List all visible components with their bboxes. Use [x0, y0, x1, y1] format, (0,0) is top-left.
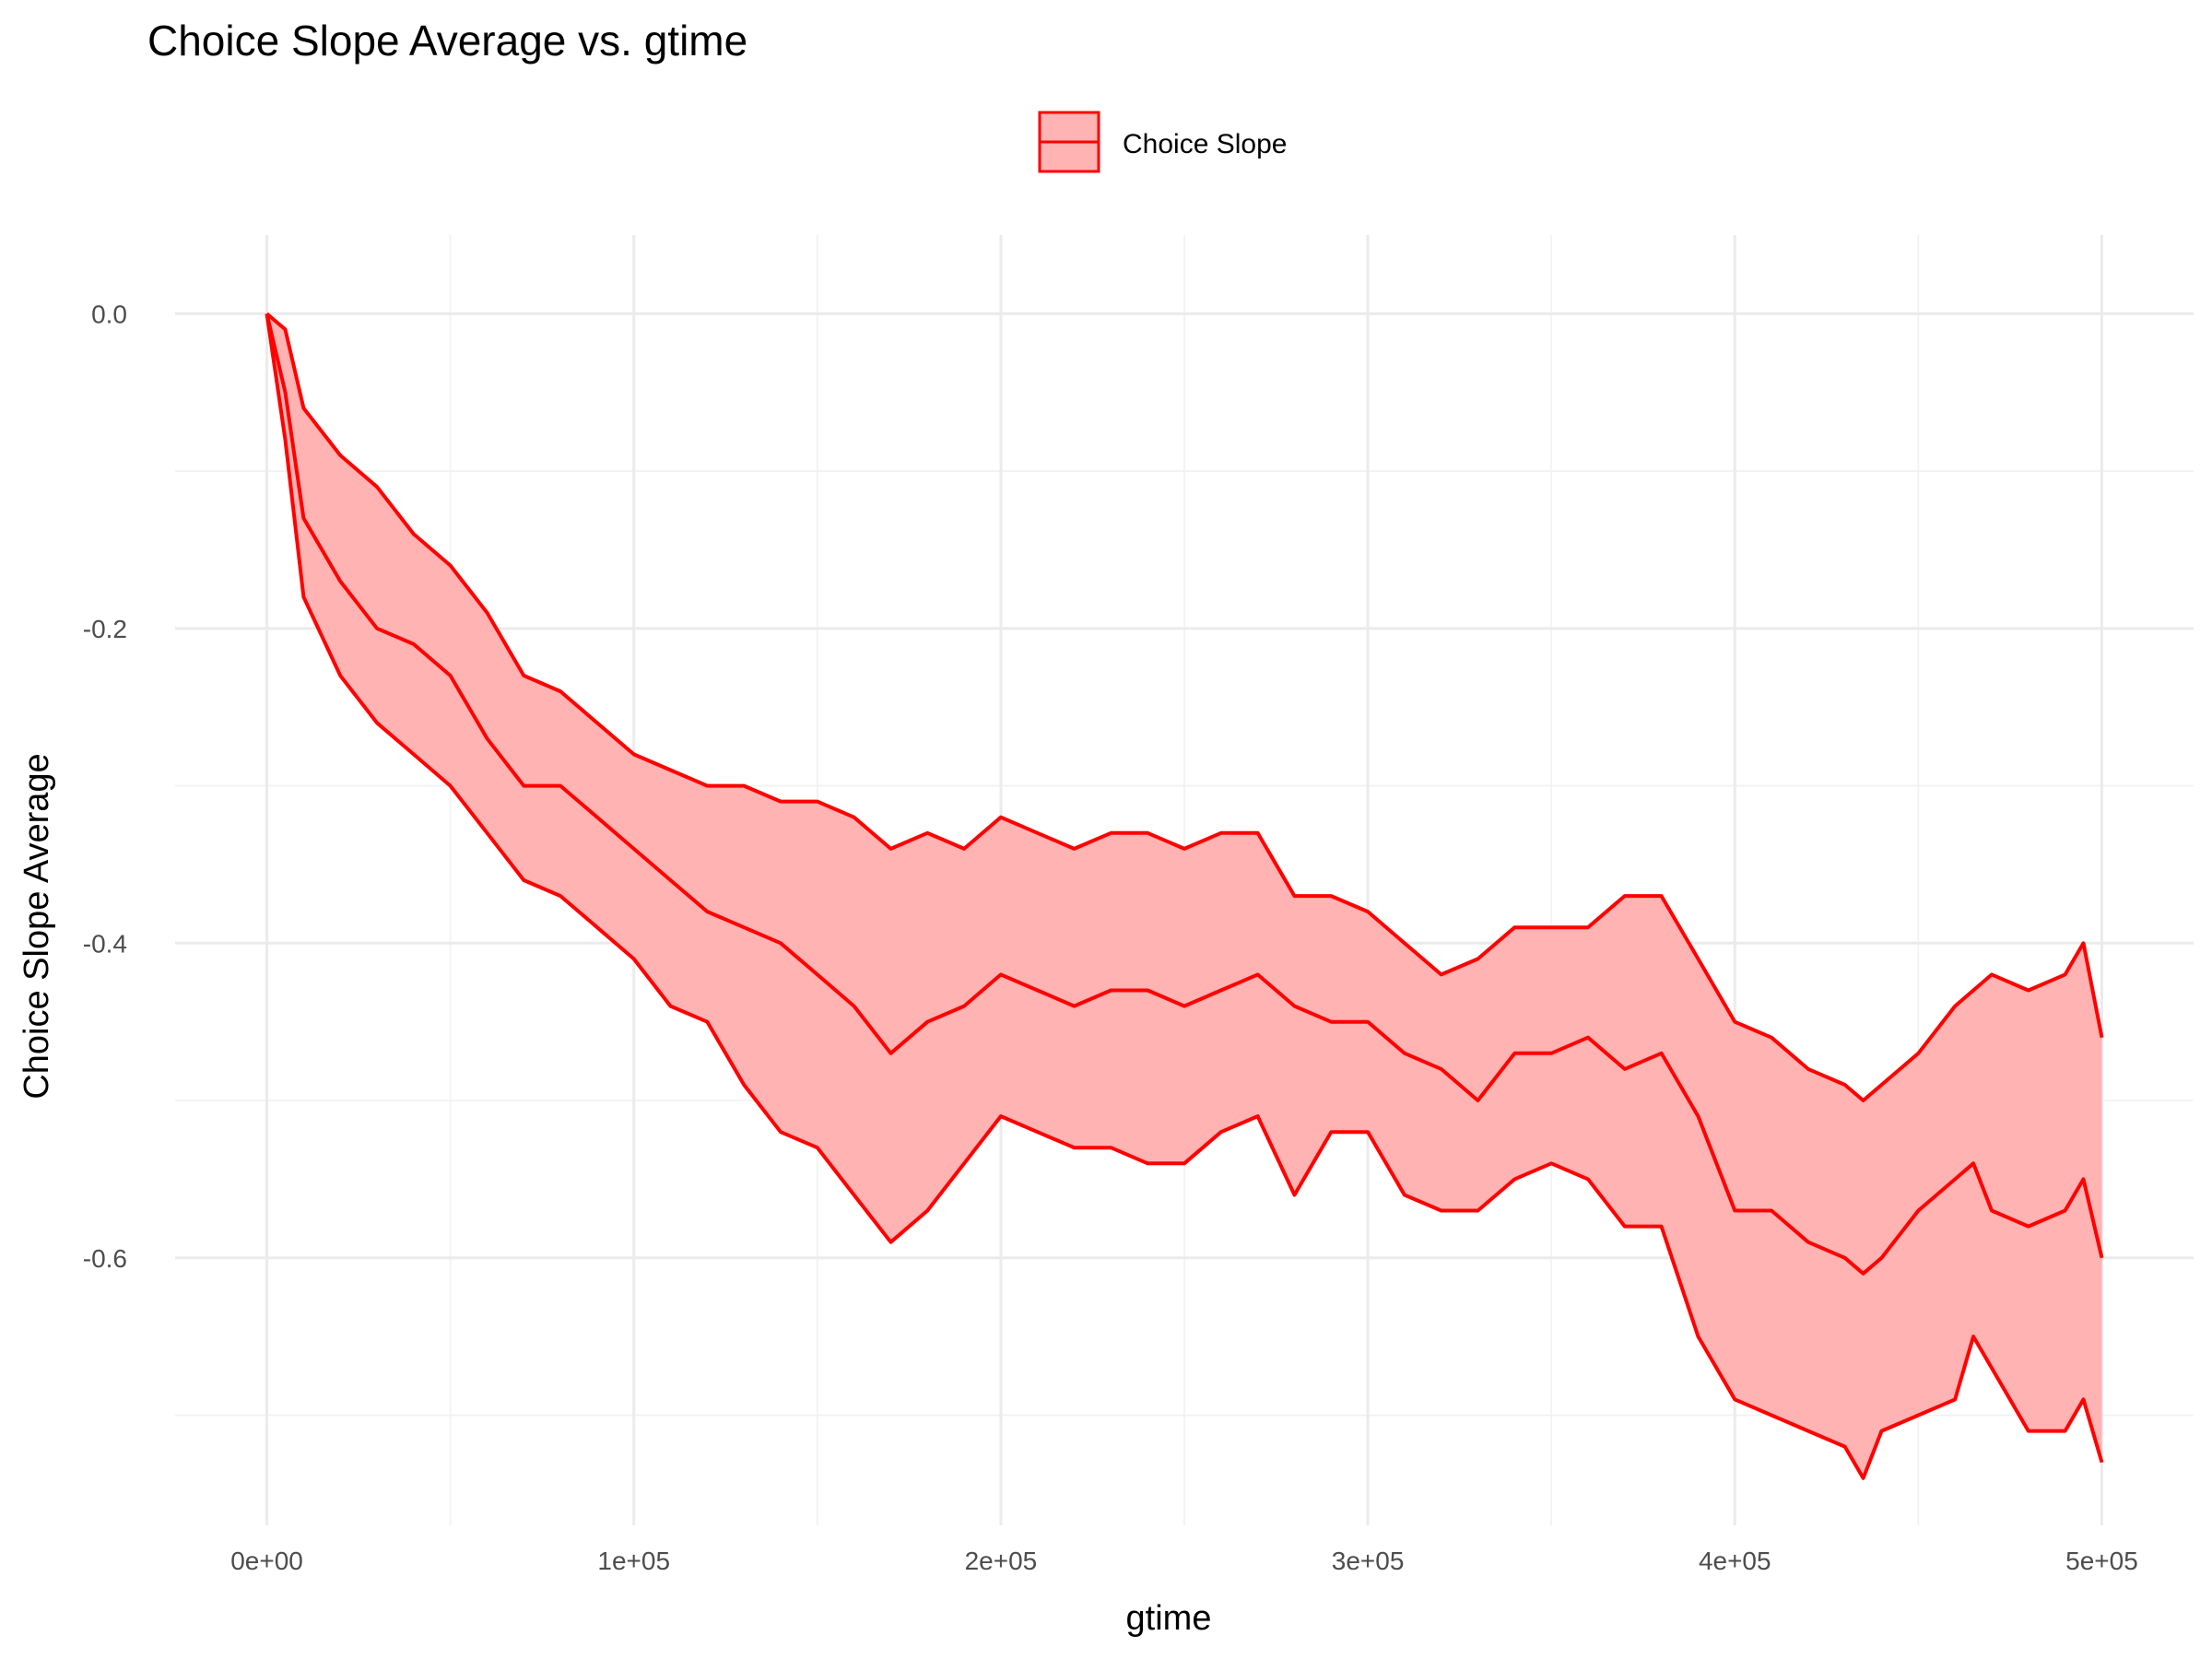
- y-tick-label: 0.0: [91, 300, 127, 328]
- y-tick-label: -0.6: [83, 1244, 127, 1273]
- x-axis-tick-labels: 0e+00 1e+05 2e+05 3e+05 4e+05 5e+05: [230, 1547, 2138, 1575]
- lower-bound-line: [265, 313, 2104, 1480]
- upper-bound-line: [265, 312, 2104, 1102]
- legend: Choice Slope: [1038, 111, 1287, 173]
- y-axis-title: Choice Slope Average: [18, 753, 56, 1099]
- x-tick-label: 4e+05: [1699, 1547, 1771, 1575]
- y-tick-label: -0.4: [83, 929, 127, 958]
- x-tick-label: 0e+00: [230, 1547, 303, 1575]
- legend-label: Choice Slope: [1123, 129, 1287, 159]
- x-tick-label: 1e+05: [597, 1547, 670, 1575]
- chart-title: Choice Slope Average vs. gtime: [147, 17, 747, 65]
- x-tick-label: 5e+05: [2065, 1547, 2138, 1575]
- x-tick-label: 2e+05: [965, 1547, 1038, 1575]
- y-axis-tick-labels: 0.0 -0.2 -0.4 -0.6: [83, 300, 127, 1272]
- x-axis-title: gtime: [1126, 1599, 1212, 1638]
- y-tick-label: -0.2: [83, 615, 127, 643]
- plot-area: [265, 312, 2104, 1480]
- confidence-ribbon: [266, 313, 2102, 1478]
- mean-line: [265, 312, 2104, 1276]
- x-tick-label: 3e+05: [1332, 1547, 1405, 1575]
